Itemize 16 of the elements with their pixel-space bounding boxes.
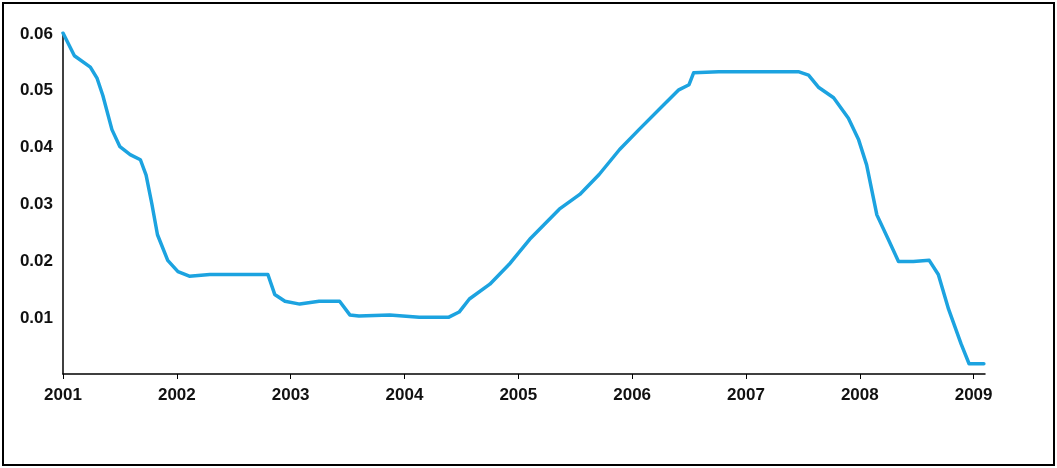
y-tick-label: 0.04 — [19, 137, 54, 157]
x-tick-label: 2003 — [271, 385, 310, 404]
x-tick-label: 2007 — [727, 385, 765, 404]
x-tick-label: 2006 — [613, 385, 652, 404]
y-tick-label: 0.02 — [19, 250, 53, 270]
x-tick-label: 2008 — [840, 385, 879, 404]
x-tick-label: 2005 — [499, 385, 538, 404]
x-tick-label: 2009 — [954, 385, 993, 404]
x-tick-label: 2004 — [385, 385, 424, 404]
y-tick-label: 0.03 — [19, 194, 53, 213]
y-tick-label: 0.01 — [19, 307, 53, 327]
y-tick-label: 0.05 — [19, 80, 53, 100]
x-tick-label: 2002 — [157, 385, 196, 404]
line-series — [61, 31, 986, 366]
x-tick-label: 2001 — [44, 385, 82, 404]
y-tick-label: 0.06 — [19, 23, 53, 43]
